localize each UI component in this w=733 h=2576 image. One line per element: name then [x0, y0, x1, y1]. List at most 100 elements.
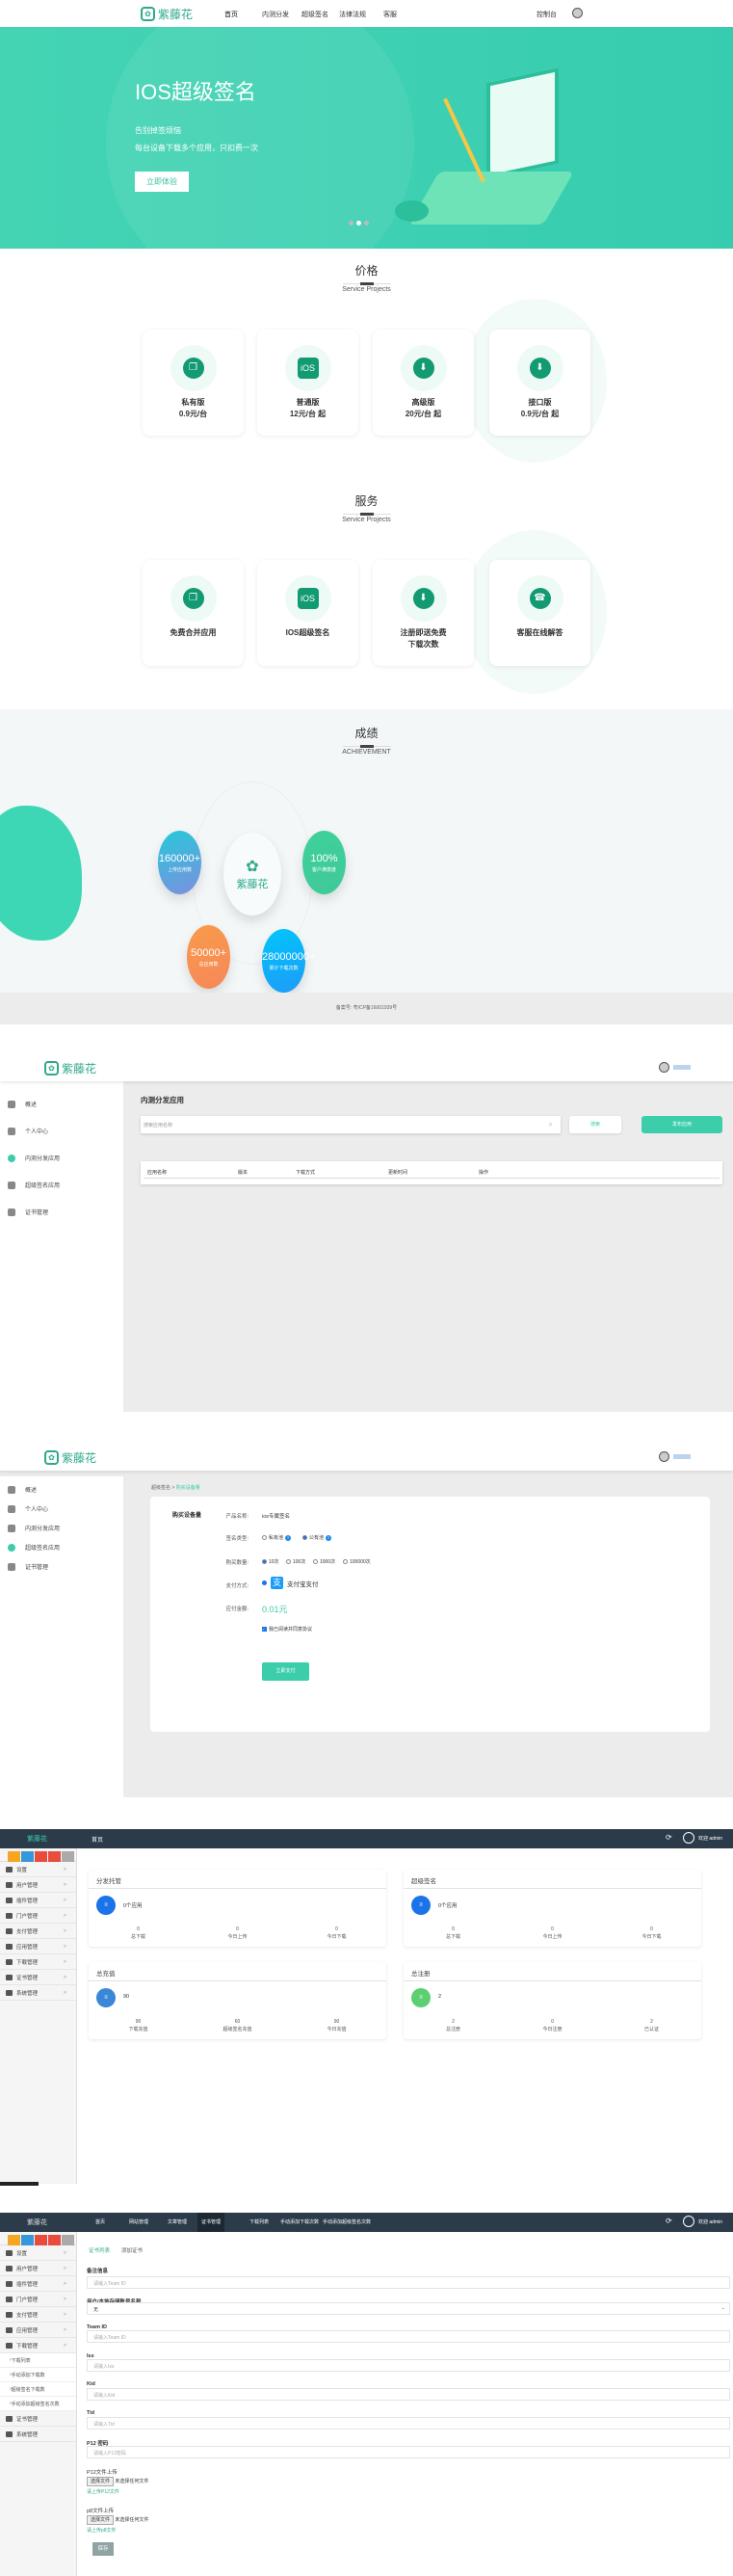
sidebar-item-super-sign-apps[interactable]: 超级签名应用	[8, 1181, 60, 1189]
admin-user-menu[interactable]: 欢迎 admin	[698, 1836, 723, 1842]
top-nav-item[interactable]: 手动添加下载次数	[280, 2219, 320, 2225]
quick-btn-gray[interactable]	[62, 2235, 74, 2245]
sidebar-item[interactable]: 用户管理	[0, 1877, 76, 1893]
sidebar-item[interactable]: 门户管理	[0, 2292, 76, 2307]
text-input[interactable]: 请输入Team ID	[87, 2276, 730, 2289]
text-input[interactable]: 请输入Tid	[87, 2417, 730, 2430]
quick-btn-red[interactable]	[35, 2235, 47, 2245]
sidebar-item[interactable]: 证书管理	[0, 1970, 76, 1985]
brand-logo[interactable]: ✿ 紫藤花	[141, 6, 193, 22]
try-now-button[interactable]: 立即体验	[135, 172, 189, 192]
sidebar-subitem[interactable]: › 超级签名下载数	[0, 2382, 76, 2397]
avatar-icon[interactable]	[572, 8, 583, 18]
text-input[interactable]: 请输入Kid	[87, 2388, 730, 2401]
admin-avatar-icon[interactable]	[683, 2216, 694, 2227]
carousel-dot[interactable]	[349, 221, 353, 226]
top-nav-item[interactable]: 下载列表	[249, 2219, 270, 2225]
quick-btn-red2[interactable]	[48, 2235, 61, 2245]
top-nav-home[interactable]: 首页	[92, 1838, 104, 1844]
sidebar-item[interactable]: 设置	[0, 2245, 76, 2261]
user-menu[interactable]	[673, 1454, 691, 1459]
sidebar-item-certificates[interactable]: 证书管理	[8, 1208, 48, 1216]
choose-file-button[interactable]: 选择文件	[87, 2477, 115, 2486]
radio[interactable]	[313, 1559, 318, 1564]
quantity-radio[interactable]: 10次	[262, 1558, 279, 1565]
search-input[interactable]: 搜索应用名称 ⌕	[141, 1116, 561, 1133]
top-nav-item[interactable]: 首页	[95, 2219, 106, 2225]
top-nav-item[interactable]: 证书管理	[197, 2213, 225, 2232]
nav-beta[interactable]: 内测分发	[262, 12, 289, 18]
nav-service[interactable]: 客服	[383, 12, 397, 18]
sidebar-item[interactable]: 用户管理	[0, 2261, 76, 2276]
nav-home[interactable]: 首页	[224, 12, 238, 18]
card-1[interactable]: iOS 普通版 12元/台 起	[257, 330, 358, 436]
radio[interactable]	[343, 1559, 348, 1564]
account-select[interactable]: 无 ⌄	[87, 2302, 730, 2315]
breadcrumb-parent[interactable]: 超级签名	[151, 1485, 171, 1491]
quick-btn-red[interactable]	[35, 1851, 47, 1862]
save-button[interactable]: 保存	[92, 2542, 114, 2556]
radio[interactable]	[262, 1559, 267, 1564]
text-input[interactable]: 请输入Iss	[87, 2359, 730, 2372]
sidebar-item[interactable]: 下载管理	[0, 1954, 76, 1970]
sidebar-subitem[interactable]: › 手动添加下载数	[0, 2368, 76, 2382]
sidebar-item[interactable]: 门户管理	[0, 1908, 76, 1924]
card-3[interactable]: ⬇ 接口版 0.9元/台 起	[489, 330, 590, 436]
sidebar-item-beta-apps[interactable]: 内测分发应用	[8, 1154, 60, 1162]
sidebar-item[interactable]: 支付管理	[0, 1924, 76, 1939]
carousel-dot-active[interactable]	[356, 221, 361, 226]
card-3[interactable]: ☎ 客服在线解答	[489, 560, 590, 666]
sidebar-item[interactable]: 证书管理	[0, 2411, 76, 2427]
quick-btn-gray[interactable]	[62, 1851, 74, 1862]
quick-btn-orange[interactable]	[8, 1851, 20, 1862]
radio[interactable]	[262, 1580, 267, 1585]
search-button[interactable]: 搜索	[569, 1116, 621, 1133]
quick-btn-red2[interactable]	[48, 1851, 61, 1862]
sign-type-radio[interactable]: 公有池?	[302, 1534, 332, 1541]
sidebar-item-profile[interactable]: 个人中心	[8, 1504, 48, 1513]
sidebar-item[interactable]: 插件管理	[0, 1893, 76, 1908]
carousel-dot[interactable]	[364, 221, 369, 226]
help-icon[interactable]: ?	[326, 1534, 332, 1541]
quantity-radio[interactable]: 100次	[286, 1558, 305, 1565]
sidebar-item-certificates[interactable]: 证书管理	[8, 1562, 48, 1571]
brand-logo[interactable]: ✿ 紫藤花	[44, 1449, 96, 1466]
sidebar-subitem[interactable]: › 下载列表	[0, 2353, 76, 2368]
user-avatar-icon[interactable]	[659, 1062, 669, 1073]
radio[interactable]	[302, 1535, 307, 1540]
quantity-radio[interactable]: 1000次	[313, 1558, 335, 1565]
card-0[interactable]: ❐ 免费合并应用	[143, 560, 244, 666]
quick-btn-blue[interactable]	[21, 1851, 34, 1862]
refresh-icon[interactable]: ⟳	[666, 2217, 672, 2225]
top-nav-item[interactable]: 网站管理	[129, 2219, 149, 2225]
brand-logo[interactable]: ✿ 紫藤花	[44, 1060, 96, 1076]
text-input[interactable]: 请输入P12密码	[87, 2446, 730, 2458]
card-0[interactable]: ❐ 私有版 0.9元/台	[143, 330, 244, 436]
sidebar-item-super-sign-apps[interactable]: 超级签名应用	[8, 1543, 60, 1552]
card-2[interactable]: ⬇ 注册即送免费 下载次数	[373, 560, 474, 666]
quick-btn-blue[interactable]	[21, 2235, 34, 2245]
radio[interactable]	[286, 1559, 291, 1564]
quantity-radio[interactable]: 100000次	[343, 1558, 371, 1565]
sidebar-item[interactable]: 应用管理	[0, 2323, 76, 2338]
radio[interactable]	[262, 1535, 267, 1540]
sidebar-item-overview[interactable]: 概述	[8, 1100, 37, 1108]
nav-legal[interactable]: 法律法规	[339, 12, 366, 18]
user-menu[interactable]	[673, 1065, 691, 1070]
sidebar-item-beta-apps[interactable]: 内测分发应用	[8, 1524, 60, 1532]
admin-avatar-icon[interactable]	[683, 1832, 694, 1844]
top-nav-item[interactable]: 文章管理	[168, 2219, 188, 2225]
admin-brand[interactable]: 紫藤花	[27, 2219, 47, 2226]
refresh-icon[interactable]: ⟳	[666, 1833, 672, 1842]
sign-type-radio[interactable]: 私有池?	[262, 1534, 292, 1541]
sidebar-item[interactable]: 应用管理	[0, 1939, 76, 1954]
checkbox[interactable]: ✓	[262, 1627, 267, 1632]
alipay-option[interactable]: 支支付宝支付	[262, 1577, 319, 1589]
sidebar-item[interactable]: 下载管理	[0, 2338, 76, 2353]
text-input[interactable]: 请输入Team ID	[87, 2330, 730, 2343]
admin-user-menu[interactable]: 欢迎 admin	[698, 2219, 723, 2225]
sidebar-item[interactable]: 系统管理	[0, 2427, 76, 2442]
sidebar-item-overview[interactable]: 概述	[8, 1485, 37, 1494]
sidebar-item-profile[interactable]: 个人中心	[8, 1127, 48, 1135]
help-icon[interactable]: ?	[285, 1534, 292, 1541]
